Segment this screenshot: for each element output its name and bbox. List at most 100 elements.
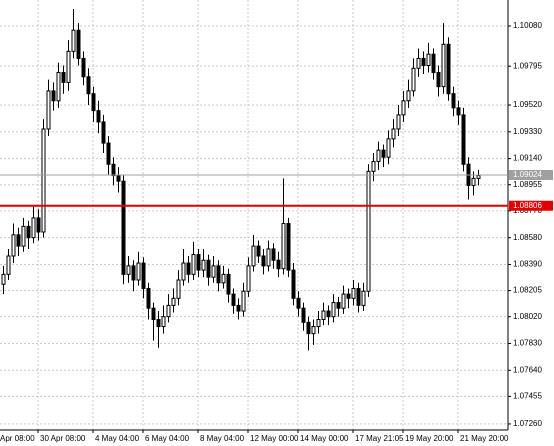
candle-body bbox=[301, 307, 306, 323]
candle-body bbox=[151, 307, 156, 321]
candle-body bbox=[241, 290, 246, 312]
candle-body bbox=[346, 293, 351, 299]
candle-body bbox=[196, 254, 201, 271]
candle-body bbox=[416, 57, 421, 69]
candle-body bbox=[16, 234, 21, 247]
candle-body bbox=[216, 265, 221, 284]
candle-body bbox=[461, 114, 466, 165]
candle-body bbox=[131, 265, 136, 281]
candle-body bbox=[411, 67, 416, 92]
candle-body bbox=[236, 304, 241, 312]
y-tick-label: 1.07260 bbox=[513, 419, 542, 428]
candle-body bbox=[431, 53, 436, 74]
candle-body bbox=[106, 142, 111, 165]
candle-body bbox=[361, 290, 366, 306]
candle-body bbox=[96, 110, 101, 123]
candle-body bbox=[61, 72, 66, 83]
x-tick-label: 19 May 20:00 bbox=[405, 434, 454, 443]
candle-body bbox=[266, 248, 271, 267]
candle-body bbox=[186, 262, 191, 275]
candle-body bbox=[21, 225, 26, 247]
candle-body bbox=[206, 259, 211, 278]
x-tick-label: Apr 08:00 bbox=[0, 434, 35, 443]
candle-body bbox=[336, 302, 341, 309]
x-tick-label: 4 May 04:00 bbox=[95, 434, 140, 443]
candle-body bbox=[231, 293, 236, 306]
candle-body bbox=[121, 180, 126, 275]
candle-body bbox=[201, 259, 206, 271]
y-tick-label: 1.08955 bbox=[513, 180, 542, 189]
candle-body bbox=[381, 149, 386, 158]
candle-body bbox=[446, 43, 451, 95]
y-tick-label: 1.08205 bbox=[513, 286, 542, 295]
candle-body bbox=[281, 223, 286, 270]
y-tick-label: 1.08580 bbox=[513, 233, 542, 242]
candle-body bbox=[376, 149, 381, 162]
candle-body bbox=[36, 217, 41, 233]
y-tick-label: 1.09795 bbox=[513, 61, 542, 70]
candle-body bbox=[191, 254, 196, 275]
candle-body bbox=[371, 160, 376, 172]
y-tick-label: 1.07830 bbox=[513, 339, 542, 348]
x-tick-label: 30 Apr 08:00 bbox=[40, 434, 86, 443]
candle-body bbox=[126, 265, 131, 275]
candle-body bbox=[451, 93, 456, 109]
candle-body bbox=[6, 255, 11, 275]
candle-body bbox=[136, 262, 141, 281]
candle-body bbox=[421, 57, 426, 66]
candle-body bbox=[326, 310, 331, 318]
candle-body bbox=[471, 177, 476, 186]
y-tick-label: 1.08390 bbox=[513, 260, 542, 269]
candle-body bbox=[246, 265, 251, 292]
candle-body bbox=[11, 234, 16, 257]
candle-body bbox=[146, 287, 151, 309]
candle-body bbox=[176, 279, 181, 299]
candle-body bbox=[166, 304, 171, 318]
candle-body bbox=[91, 93, 96, 112]
price-label: 1.08806 bbox=[513, 201, 542, 210]
candle-body bbox=[226, 273, 231, 295]
candle-body bbox=[211, 265, 216, 278]
x-tick-label: 12 May 00:00 bbox=[250, 434, 299, 443]
candle-body bbox=[171, 297, 176, 306]
candle-body bbox=[51, 90, 56, 102]
x-tick-label: 17 May 21:05 bbox=[355, 434, 404, 443]
candle-body bbox=[476, 175, 481, 179]
candle-body bbox=[41, 128, 46, 233]
candle-body bbox=[56, 72, 61, 102]
candle-body bbox=[391, 128, 396, 140]
candle-body bbox=[181, 262, 186, 281]
candle-body bbox=[116, 175, 121, 182]
x-tick-label: 6 May 04:00 bbox=[145, 434, 190, 443]
candle-body bbox=[71, 29, 76, 52]
price-label: 1.09024 bbox=[513, 170, 542, 179]
candle-body bbox=[141, 262, 146, 289]
y-tick-label: 1.09520 bbox=[513, 100, 542, 109]
candle-body bbox=[76, 29, 81, 59]
candle-body bbox=[271, 248, 276, 261]
candle-body bbox=[81, 57, 86, 78]
candle-body bbox=[356, 287, 361, 306]
candle-body bbox=[286, 223, 291, 271]
candle-body bbox=[436, 72, 441, 88]
candle-body bbox=[46, 90, 51, 130]
candle-body bbox=[1, 273, 6, 285]
candle-body bbox=[366, 170, 371, 292]
candle-body bbox=[351, 287, 356, 299]
candle-body bbox=[276, 259, 281, 270]
candle-body bbox=[31, 217, 36, 239]
candle-body bbox=[406, 90, 411, 102]
candle-body bbox=[111, 163, 116, 177]
x-tick-label: 21 May 20:00 bbox=[460, 434, 509, 443]
candle-body bbox=[296, 297, 301, 309]
candle-body bbox=[156, 319, 161, 328]
candle-body bbox=[66, 50, 71, 83]
candle-body bbox=[291, 269, 296, 299]
candle-body bbox=[256, 245, 261, 257]
candle-body bbox=[26, 225, 31, 239]
candle-body bbox=[386, 138, 391, 158]
candle-body bbox=[86, 76, 91, 95]
candle-body bbox=[396, 114, 401, 130]
